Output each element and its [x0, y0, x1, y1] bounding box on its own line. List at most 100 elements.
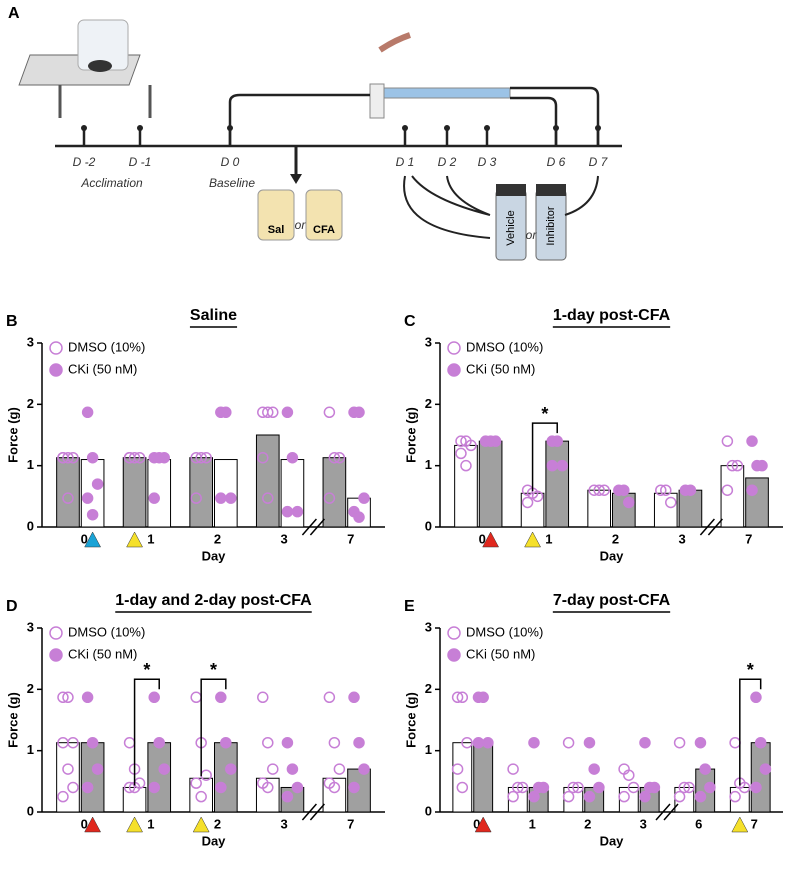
timeline-dot — [227, 125, 233, 131]
data-point — [353, 511, 365, 523]
data-point — [694, 790, 707, 803]
data-point — [516, 781, 529, 794]
x-tick-label: 0 — [479, 531, 486, 546]
axis-break — [699, 518, 715, 536]
chart-panel: E 7-day post-CFA Force (g) Day 0 1 2 3 DMSO (10%… — [403, 592, 783, 848]
significance-label: * — [747, 660, 754, 680]
data-point — [67, 781, 79, 794]
data-point — [195, 790, 207, 803]
y-tick-label: 3 — [425, 334, 432, 349]
bar — [545, 440, 570, 528]
legend-label: CKi (50 nM) — [68, 361, 137, 376]
data-point — [348, 781, 360, 794]
y-tick-label: 3 — [27, 619, 34, 634]
bar — [473, 742, 494, 813]
data-point — [456, 691, 469, 704]
data-point — [323, 492, 336, 504]
data-point — [721, 435, 734, 447]
data-point — [220, 406, 232, 419]
vial-label: Sal — [268, 224, 285, 236]
data-point — [673, 736, 686, 749]
data-point — [62, 763, 74, 775]
x-tick-label: 2 — [584, 816, 591, 831]
axis-break — [309, 518, 325, 536]
chart-panel: D 1-day and 2-day post-CFA Force (g) Day 0 1 2… — [5, 592, 385, 848]
data-point — [328, 736, 341, 749]
bar — [214, 459, 238, 528]
data-point — [353, 406, 365, 419]
filament — [369, 87, 511, 99]
timeline-label: D 2 — [438, 155, 457, 169]
bar — [452, 742, 473, 813]
data-point — [704, 781, 716, 794]
y-tick-label: 0 — [425, 803, 432, 818]
x-tick-label: 1 — [529, 816, 536, 831]
data-point — [190, 691, 202, 704]
data-point — [746, 435, 758, 447]
data-point — [482, 736, 494, 749]
data-point — [551, 435, 563, 447]
y-tick-label: 3 — [27, 334, 34, 349]
panel-label: C — [404, 313, 416, 330]
data-point — [57, 790, 69, 803]
data-point — [158, 451, 170, 464]
x-axis-label: Day — [202, 833, 227, 848]
data-point — [81, 781, 94, 794]
timeline-dot — [81, 125, 87, 131]
data-point — [148, 492, 160, 504]
timeline-label: D -1 — [129, 155, 152, 169]
data-point — [57, 451, 69, 464]
treatment-marker — [84, 531, 102, 548]
data-point — [148, 781, 160, 794]
data-point — [537, 781, 550, 794]
x-tick-label: 2 — [214, 816, 221, 831]
data-point — [648, 781, 661, 794]
data-point — [655, 484, 667, 496]
vial-cap — [536, 184, 566, 196]
y-axis-label: Force (g) — [5, 407, 20, 463]
x-tick-label: 7 — [347, 816, 354, 831]
data-point — [62, 691, 74, 704]
x-tick-label: 7 — [347, 531, 354, 546]
data-point — [660, 484, 672, 496]
data-point — [81, 691, 94, 704]
data-point — [190, 777, 202, 789]
data-point — [81, 492, 94, 504]
data-point — [281, 406, 294, 419]
axis-break — [663, 803, 679, 821]
bar — [478, 440, 503, 528]
data-point — [323, 406, 336, 419]
data-point — [593, 484, 605, 496]
data-point — [618, 790, 630, 803]
x-tick-label: 7 — [751, 816, 758, 831]
data-point — [721, 484, 734, 496]
data-point — [477, 691, 489, 704]
paw — [378, 32, 411, 53]
bar — [322, 457, 347, 528]
data-point — [756, 459, 768, 472]
data-point — [123, 781, 136, 794]
axis-break — [707, 518, 723, 536]
vial-label: Inhibitor — [545, 206, 557, 245]
data-point — [195, 451, 207, 464]
data-point — [750, 781, 762, 794]
x-axis-label: Day — [600, 833, 625, 848]
timeline-dot — [595, 125, 601, 131]
data-point — [639, 736, 651, 749]
data-point — [451, 691, 464, 704]
bar — [653, 492, 678, 528]
y-tick-label: 1 — [425, 457, 432, 472]
data-point — [257, 451, 269, 464]
x-tick-label: 1 — [147, 531, 154, 546]
vial — [305, 189, 343, 241]
data-point — [123, 736, 136, 749]
timeline-label: D -2 — [73, 155, 96, 169]
y-tick-label: 2 — [27, 681, 34, 696]
mouse — [88, 60, 112, 72]
legend-marker — [49, 341, 63, 355]
data-point — [62, 451, 74, 464]
vial — [257, 189, 295, 241]
data-point — [215, 781, 227, 794]
data-point — [684, 484, 697, 496]
chart-title: 1-day and 2-day post-CFA — [115, 592, 312, 609]
